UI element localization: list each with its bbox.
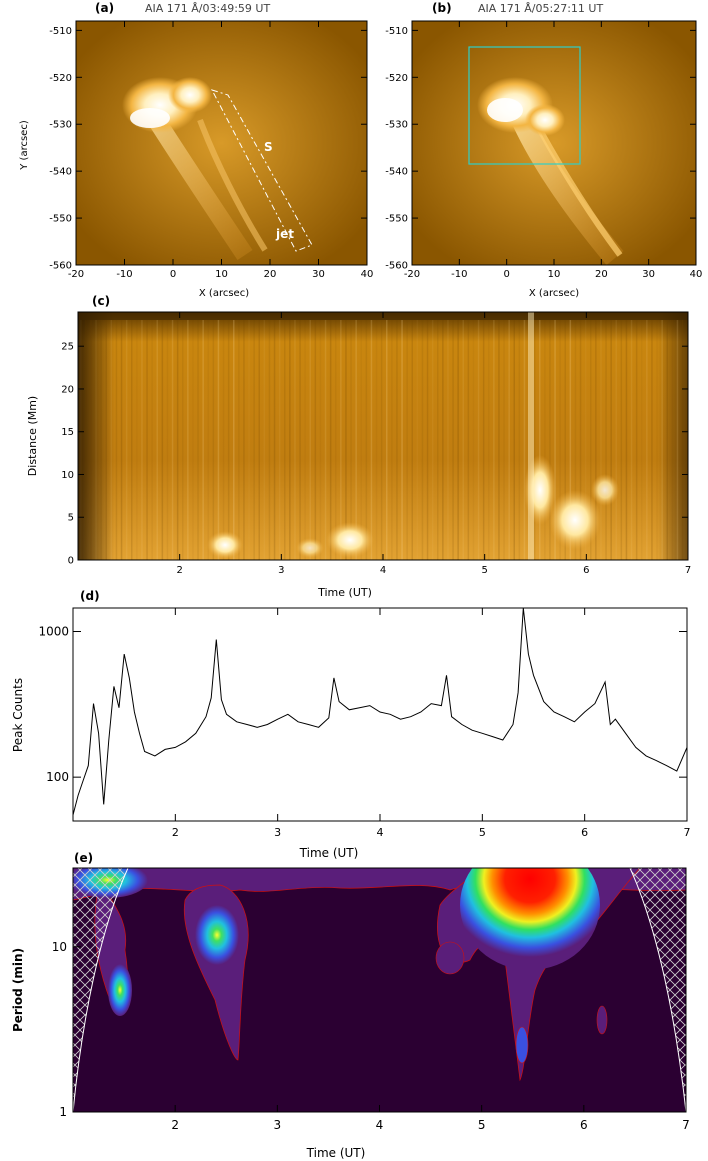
y-tick-label: 1 [59, 1105, 67, 1119]
x-tick-label: -10 [116, 269, 132, 280]
y-tick-label: -550 [385, 214, 408, 225]
y-tick-label: 100 [46, 770, 69, 784]
x-tick-label: -10 [451, 269, 467, 280]
x-tick-label: 30 [312, 269, 325, 280]
panel-c: (c) Distance (Mm) Time (UT) 2 3 4 5 6 7 0 5 10 15… [26, 294, 691, 599]
panel-c-ylabel: Distance (Mm) [26, 396, 39, 476]
x-tick-label: 4 [377, 826, 384, 839]
panel-b-tag: (b) [432, 1, 452, 15]
panel-e-ticks: 2 3 4 5 6 7 1 10 [52, 940, 690, 1132]
x-tick-label: 20 [595, 269, 608, 280]
panel-a-ylabel: Y (arcsec) [19, 120, 30, 171]
annotation-s: S [264, 140, 273, 154]
x-tick-label: 6 [580, 1118, 588, 1132]
panel-d: (d) Peak Counts Time (UT) 2 3 4 5 6 7 100 1000 [11, 589, 691, 860]
panel-a-image [76, 21, 367, 265]
panel-d-frame [72, 607, 688, 822]
panel-a-ticks: -20 -10 0 10 20 30 40 -510 -520 -530 -540 -550 -560 [49, 21, 373, 280]
panel-e: (e) Period (min) Time (UT) [11, 851, 690, 1160]
panel-b-xlabel: X (arcsec) [529, 288, 579, 299]
x-tick-label: 4 [376, 1118, 384, 1132]
x-tick-label: 30 [642, 269, 655, 280]
x-tick-label: 3 [278, 565, 284, 576]
x-tick-label: 2 [171, 1118, 179, 1132]
y-tick-label: 0 [68, 556, 74, 567]
panel-e-ylabel: Period (min) [11, 948, 25, 1032]
panel-d-ticks: 2 3 4 5 6 7 100 1000 [38, 608, 691, 839]
x-tick-label: -20 [404, 269, 420, 280]
y-tick-label: -510 [49, 26, 72, 37]
y-tick-label: -510 [385, 26, 408, 37]
panel-c-tag: (c) [92, 294, 110, 308]
y-tick-label: 1000 [38, 625, 69, 639]
y-tick-label: -530 [49, 120, 72, 131]
panel-b-ticks: -20 -10 0 10 20 30 40 -510 -520 -530 -540 -550 -560 [385, 21, 702, 280]
y-tick-label: 15 [61, 427, 74, 438]
y-tick-label: 10 [61, 470, 74, 481]
x-tick-label: 5 [478, 1118, 486, 1132]
panel-c-ticks: 2 3 4 5 6 7 0 5 10 15 20 25 [61, 312, 691, 576]
y-tick-label: 10 [52, 940, 67, 954]
region-box [468, 46, 581, 165]
y-tick-label: -520 [385, 73, 408, 84]
x-tick-label: 3 [274, 1118, 282, 1132]
peak-counts-line [72, 607, 688, 816]
panel-e-xlabel: Time (UT) [306, 1146, 366, 1160]
x-tick-label: 7 [684, 826, 691, 839]
x-tick-label: 6 [581, 826, 588, 839]
panel-d-ylabel: Peak Counts [11, 678, 25, 752]
y-tick-label: -540 [385, 167, 408, 178]
x-tick-label: 6 [583, 565, 589, 576]
y-tick-label: 25 [61, 342, 74, 353]
panel-a-title: AIA 171 Å/03:49:59 UT [145, 2, 270, 15]
panel-b: (b) AIA 171 Å/05:27:11 UT X (arcsec) -20… [385, 1, 702, 299]
panel-b-image [412, 21, 696, 265]
y-tick-label: -560 [385, 261, 408, 272]
y-tick-label: -540 [49, 167, 72, 178]
panel-a-xlabel: X (arcsec) [199, 288, 249, 299]
y-tick-label: 5 [68, 513, 74, 524]
panel-c-xlabel: Time (UT) [317, 586, 372, 599]
x-tick-label: 2 [176, 565, 182, 576]
panel-d-xlabel: Time (UT) [299, 846, 359, 860]
x-tick-label: 0 [503, 269, 509, 280]
x-tick-label: -20 [68, 269, 84, 280]
x-tick-label: 5 [481, 565, 487, 576]
x-tick-label: 7 [685, 565, 691, 576]
x-tick-label: 40 [690, 269, 703, 280]
panel-c-image [78, 312, 688, 560]
x-tick-label: 10 [215, 269, 228, 280]
x-tick-label: 10 [548, 269, 561, 280]
x-tick-label: 5 [479, 826, 486, 839]
y-tick-label: -550 [49, 214, 72, 225]
x-tick-label: 40 [361, 269, 374, 280]
panel-a: (a) AIA 171 Å/03:49:59 UT S jet Y (arcse… [19, 1, 373, 299]
panel-b-title: AIA 171 Å/05:27:11 UT [478, 2, 603, 15]
x-tick-label: 20 [264, 269, 277, 280]
x-tick-label: 0 [170, 269, 176, 280]
x-tick-label: 2 [172, 826, 179, 839]
x-tick-label: 7 [682, 1118, 690, 1132]
y-tick-label: 20 [61, 384, 74, 395]
y-tick-label: -520 [49, 73, 72, 84]
panel-e-image [73, 868, 686, 1112]
y-tick-label: -560 [49, 261, 72, 272]
x-tick-label: 4 [380, 565, 386, 576]
y-tick-label: -530 [385, 120, 408, 131]
panel-a-tag: (a) [95, 1, 114, 15]
x-tick-label: 3 [274, 826, 281, 839]
panel-d-tag: (d) [80, 589, 100, 603]
annotation-jet: jet [275, 227, 294, 241]
panel-e-tag: (e) [74, 851, 93, 865]
